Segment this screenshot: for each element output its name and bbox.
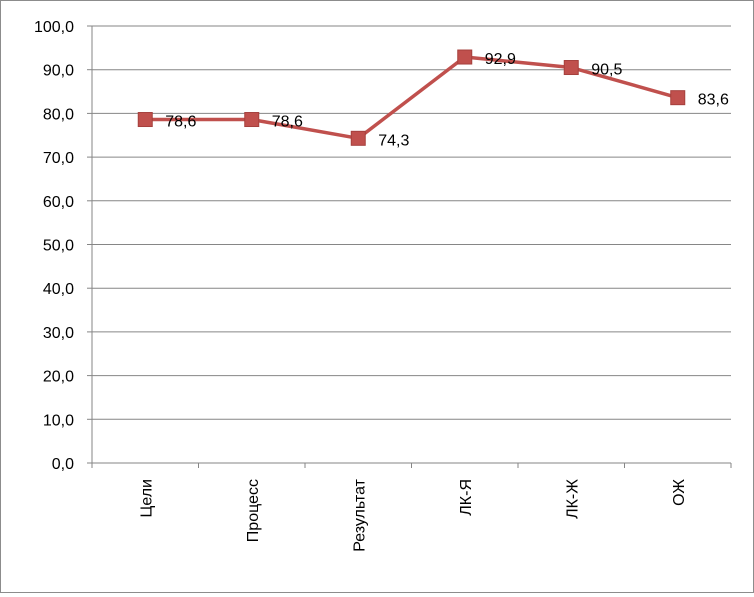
series-line <box>145 55 679 141</box>
x-tick-label: Процесс <box>245 479 262 542</box>
y-tick-label: 40,0 <box>43 281 74 298</box>
data-point-marker <box>350 130 366 146</box>
data-point-marker <box>457 49 473 65</box>
data-point-marker <box>670 90 686 106</box>
x-tick-label: Результат <box>351 478 368 551</box>
x-tick-label: ЛК-Ж <box>564 479 581 519</box>
data-label: 74,3 <box>378 132 409 149</box>
data-label: 90,5 <box>591 62 622 79</box>
data-label: 83,6 <box>698 92 729 109</box>
x-tick-label: ОЖ <box>671 479 688 506</box>
y-tick-label: 80,0 <box>43 106 74 123</box>
y-tick-label: 50,0 <box>43 238 74 255</box>
y-tick-label: 0,0 <box>52 456 74 473</box>
y-tick-label: 70,0 <box>43 150 74 167</box>
y-tick-label: 60,0 <box>43 194 74 211</box>
y-tick-label: 30,0 <box>43 325 74 342</box>
y-tick-label: 90,0 <box>43 63 74 80</box>
y-tick-label: 20,0 <box>43 369 74 386</box>
y-axis-tick-labels: 0,0 10,0 20,0 30,0 40,0 50,0 60,0 70,0 80,0 90,0 1… <box>34 19 74 473</box>
data-label: 78,6 <box>165 114 196 131</box>
x-tick-label: Цели <box>138 479 155 517</box>
y-tick-label: 10,0 <box>43 412 74 429</box>
y-tick-label: 100,0 <box>34 19 74 36</box>
axes <box>87 25 732 468</box>
data-point-marker <box>137 112 153 128</box>
gridlines <box>92 25 731 420</box>
data-labels: 78,6 78,6 74,3 92,9 90,5 83,6 <box>165 51 729 149</box>
x-axis-tick-labels: Цели Процесс Результат ЛК-Я ЛК-Ж ОЖ <box>138 478 688 551</box>
x-tick-label: ЛК-Я <box>458 479 475 516</box>
data-point-marker <box>563 60 579 76</box>
series-layer <box>137 49 686 146</box>
data-point-marker <box>244 112 260 128</box>
data-label: 92,9 <box>485 51 516 68</box>
data-label: 78,6 <box>272 114 303 131</box>
